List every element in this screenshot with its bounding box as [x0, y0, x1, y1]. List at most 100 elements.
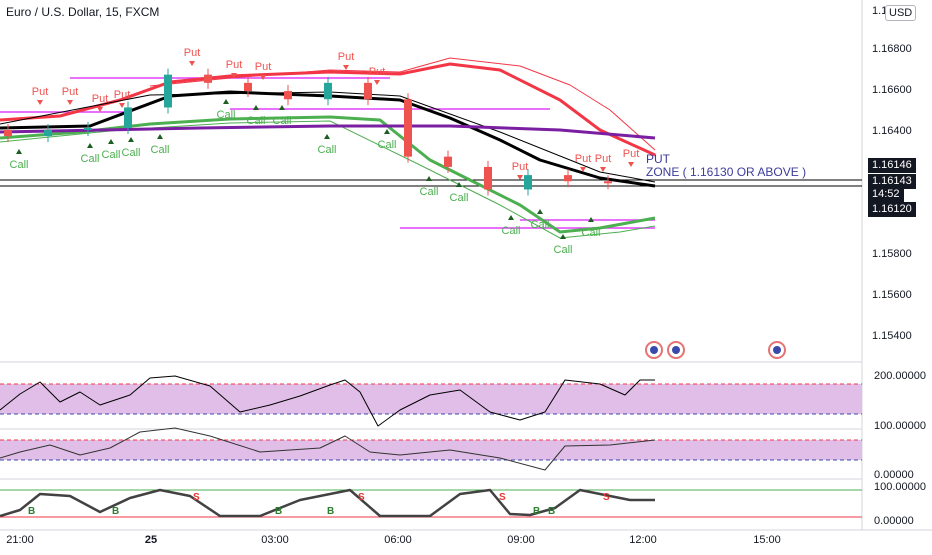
y-tick-label: 1.1	[872, 5, 887, 17]
call-signal-arrow	[128, 137, 134, 142]
x-tick-label: 15:00	[753, 534, 781, 546]
candle-body	[444, 156, 452, 167]
call-signal-label: Call	[450, 192, 469, 204]
signal-marker: S	[499, 492, 506, 503]
candle-body	[364, 82, 372, 100]
put-signal-label: Put	[114, 89, 131, 101]
currency-button[interactable]: USD	[885, 5, 917, 21]
last-price-tag: 1.16143	[868, 174, 916, 189]
call-signal-label: Call	[81, 153, 100, 165]
call-signal-label: Call	[122, 147, 141, 159]
call-signal-arrow	[87, 143, 93, 148]
candle-body	[564, 175, 572, 182]
call-signal-label: Call	[247, 115, 266, 127]
put-signal-arrow	[628, 162, 634, 167]
osc-tick-label: 200.00000	[874, 370, 926, 382]
y-tick-label: 1.16400	[872, 125, 912, 137]
put-zone-text: ZONE ( 1.16130 OR ABOVE )	[646, 165, 807, 179]
candle-body	[524, 175, 532, 190]
call-signal-arrow	[384, 129, 390, 134]
candle-body	[4, 130, 12, 137]
candle-body	[484, 166, 492, 190]
call-signal-arrow	[508, 215, 514, 220]
call-signal-arrow	[108, 139, 114, 144]
put-signal-arrow	[374, 80, 380, 85]
put-signal-arrow	[600, 167, 606, 172]
put-signal-label: Put	[338, 51, 355, 63]
x-tick-label: 25	[145, 534, 157, 546]
y-tick-label: 1.15800	[872, 248, 912, 260]
moving-average-line	[0, 90, 656, 188]
put-signal-arrow	[343, 65, 349, 70]
call-signal-arrow	[279, 105, 285, 110]
osc-tick-label: 100.00000	[874, 420, 926, 432]
candle-body	[204, 74, 212, 83]
call-signal-arrow	[456, 182, 462, 187]
call-signal-label: Call	[273, 115, 292, 127]
candle-body	[324, 82, 332, 100]
call-signal-arrow	[253, 105, 259, 110]
oscillator-band	[0, 384, 862, 414]
y-tick-label: 1.15600	[872, 289, 912, 301]
bid-price-tag: 1.16146	[868, 158, 916, 173]
moving-average-thin	[0, 91, 656, 183]
oscillator-line	[0, 375, 655, 427]
put-zone-annotation: PUT ZONE ( 1.16130 OR ABOVE )	[646, 153, 806, 179]
put-signal-label: Put	[512, 161, 529, 173]
signal-marker: S	[603, 492, 610, 503]
y-tick-label: 1.16800	[872, 43, 912, 55]
put-signal-arrow	[231, 73, 237, 78]
put-signal-arrow	[119, 103, 125, 108]
osc-tick-label: 0.00000	[874, 469, 914, 481]
event-flag-center	[672, 346, 680, 354]
oscillator-line-2	[0, 427, 656, 471]
put-signal-arrow	[37, 100, 43, 105]
put-signal-label: Put	[595, 153, 612, 165]
candle-body	[604, 181, 612, 184]
event-flag-center	[773, 346, 781, 354]
put-signal-label: Put	[32, 86, 49, 98]
call-signal-label: Call	[151, 144, 170, 156]
x-tick-label: 09:00	[507, 534, 535, 546]
symbol-title[interactable]: Euro / U.S. Dollar, 15, FXCM	[6, 5, 160, 19]
candle-body	[284, 91, 292, 100]
y-tick-label: 1.15400	[872, 330, 912, 342]
y-tick-label: 1.16600	[872, 84, 912, 96]
call-signal-arrow	[588, 217, 594, 222]
signal-marker: B	[112, 506, 119, 517]
call-signal-label: Call	[378, 139, 397, 151]
put-signal-arrow	[67, 100, 73, 105]
call-signal-arrow	[426, 176, 432, 181]
call-signal-arrow	[324, 134, 330, 139]
x-tick-label: 06:00	[384, 534, 412, 546]
long-ma-line	[0, 124, 656, 140]
ask-price-tag: 1.16120	[868, 202, 916, 217]
candle-body	[124, 107, 132, 128]
candle-body	[244, 82, 252, 92]
put-signal-label: Put	[575, 153, 592, 165]
call-signal-label: Call	[318, 144, 337, 156]
stochastic-line	[0, 488, 655, 518]
candle-body	[84, 127, 92, 130]
countdown-tag: 14:52	[868, 187, 904, 202]
put-signal-label: Put	[62, 86, 79, 98]
osc-tick-label: 100.00000	[874, 481, 926, 493]
signal-marker: B	[28, 506, 35, 517]
x-tick-label: 03:00	[261, 534, 289, 546]
call-signal-label: Call	[502, 225, 521, 237]
signal-marker: S	[358, 492, 365, 503]
put-signal-label: Put	[184, 47, 201, 59]
call-signal-label: Call	[582, 227, 601, 239]
put-signal-arrow	[189, 61, 195, 66]
lower-band-line	[0, 115, 656, 234]
put-signal-arrow	[97, 107, 103, 112]
put-signal-label: Put	[369, 66, 386, 78]
put-signal-arrow	[260, 75, 266, 80]
put-signal-label: Put	[255, 61, 272, 73]
call-signal-label: Call	[10, 159, 29, 171]
call-signal-label: Call	[420, 186, 439, 198]
candle-body	[404, 99, 412, 157]
put-zone-title: PUT	[646, 152, 670, 166]
